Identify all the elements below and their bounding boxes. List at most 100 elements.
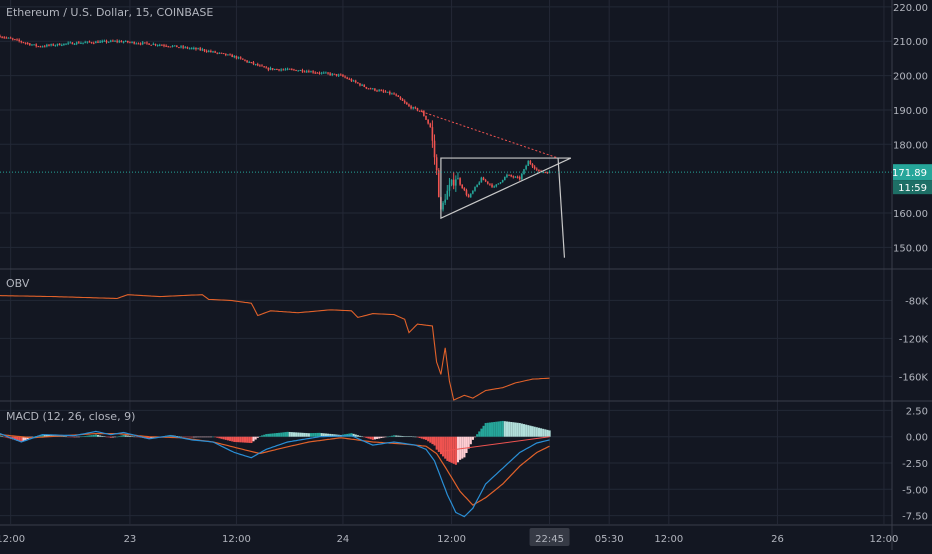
candle-body: [48, 44, 50, 46]
macd-histogram-bar: [150, 436, 153, 439]
macd-histogram-bar: [480, 428, 483, 437]
macd-histogram-bar: [307, 433, 310, 437]
macd-histogram-bar: [94, 434, 97, 437]
candle-body: [446, 190, 449, 200]
candle-body: [335, 74, 338, 76]
candle-body: [261, 65, 263, 67]
macd-histogram-bar: [5, 436, 8, 438]
candle-body: [414, 107, 417, 109]
x-tick-label: 26: [771, 534, 784, 545]
macd-histogram-bar: [254, 436, 257, 440]
candle-body: [465, 190, 468, 195]
macd-histogram-bar: [65, 436, 68, 438]
macd-histogram-bar: [199, 436, 202, 438]
macd-histogram-bar: [331, 434, 334, 437]
macd-histogram-bar: [60, 436, 63, 437]
macd-histogram-bar: [482, 425, 485, 437]
x-tick-label: 22:45: [535, 534, 564, 545]
macd-histogram-bar: [212, 436, 215, 438]
candle-body: [273, 68, 276, 70]
x-tick-label: 12:00: [222, 534, 251, 545]
macd-histogram-bar: [371, 436, 374, 440]
candle-body: [469, 193, 472, 198]
candle-body: [175, 45, 178, 48]
candle-body: [112, 40, 114, 42]
macd-histogram-bar: [390, 435, 394, 437]
candle-body: [408, 104, 410, 107]
macd-histogram-bar: [3, 436, 6, 438]
candle-body: [29, 43, 31, 46]
macd-histogram-bar: [148, 436, 151, 439]
macd-histogram-bar: [495, 421, 498, 437]
candle-body: [97, 41, 99, 43]
x-tick-label: 12:00: [870, 534, 899, 545]
candle-body: [14, 39, 16, 41]
candle-body: [150, 44, 153, 46]
candle-body: [158, 44, 161, 46]
candle-body: [231, 54, 233, 58]
macd-trend-line[interactable]: [440, 436, 550, 452]
macd-histogram-bar: [324, 433, 327, 437]
macd-tick-label: -5.00: [902, 485, 928, 496]
macd-histogram-bar: [363, 436, 366, 438]
candle-body: [350, 79, 353, 82]
candle-body: [510, 175, 512, 177]
candle-body: [508, 174, 510, 176]
candle-body: [478, 182, 481, 185]
candle-body: [75, 42, 78, 45]
candle-body: [499, 182, 502, 184]
macd-histogram-bar: [67, 436, 70, 438]
candle-body: [423, 111, 425, 116]
candle-body: [88, 41, 91, 43]
candle-body: [124, 40, 127, 42]
macd-histogram-bar: [271, 433, 274, 437]
macd-histogram-bar: [128, 435, 132, 437]
macd-histogram-bar: [503, 421, 506, 437]
candle-body: [33, 44, 35, 46]
macd-histogram-bar: [231, 436, 234, 442]
macd-panel[interactable]: [0, 420, 551, 518]
candle-body: [301, 70, 304, 72]
macd-histogram-bar: [182, 436, 185, 438]
macd-histogram-bar: [425, 436, 428, 440]
candle-body: [133, 41, 135, 44]
candle-body: [203, 49, 206, 51]
candle-body: [444, 199, 446, 203]
macd-histogram-bar: [105, 436, 108, 438]
candle-body: [252, 62, 255, 65]
projection-line[interactable]: [557, 158, 566, 258]
macd-histogram-bar: [137, 436, 140, 438]
candle-body: [527, 161, 530, 166]
candle-body: [455, 179, 457, 186]
candle-body: [156, 45, 159, 47]
countdown-label: 11:59: [898, 183, 927, 194]
obv-panel[interactable]: [0, 294, 550, 401]
candle-body: [395, 94, 397, 96]
macd-histogram-bar: [18, 436, 21, 442]
candle-body: [86, 41, 89, 43]
candle-body: [429, 123, 432, 128]
candle-body: [399, 96, 402, 100]
macd-histogram-bar: [448, 436, 451, 462]
macd-histogram-bar: [222, 436, 225, 440]
macd-histogram-bar: [197, 436, 200, 438]
macd-histogram-bar: [527, 425, 530, 437]
triangle-pattern-drawing[interactable]: [440, 157, 572, 220]
macd-histogram-bar: [461, 436, 464, 459]
macd-histogram-bar: [508, 421, 511, 437]
macd-histogram-bar: [177, 436, 181, 437]
candle-body: [388, 91, 391, 94]
candle-body: [288, 68, 291, 70]
x-tick-label: 23: [124, 534, 137, 545]
macd-histogram-bar: [369, 436, 372, 440]
obv-series-line: [0, 294, 550, 401]
macd-histogram-bar: [292, 432, 296, 437]
macd-histogram-bar: [301, 432, 304, 437]
macd-histogram-bar: [397, 435, 400, 437]
price-panel[interactable]: [0, 34, 892, 258]
candle-body: [169, 46, 172, 48]
candle-body: [346, 77, 348, 79]
candle-body: [114, 40, 116, 42]
